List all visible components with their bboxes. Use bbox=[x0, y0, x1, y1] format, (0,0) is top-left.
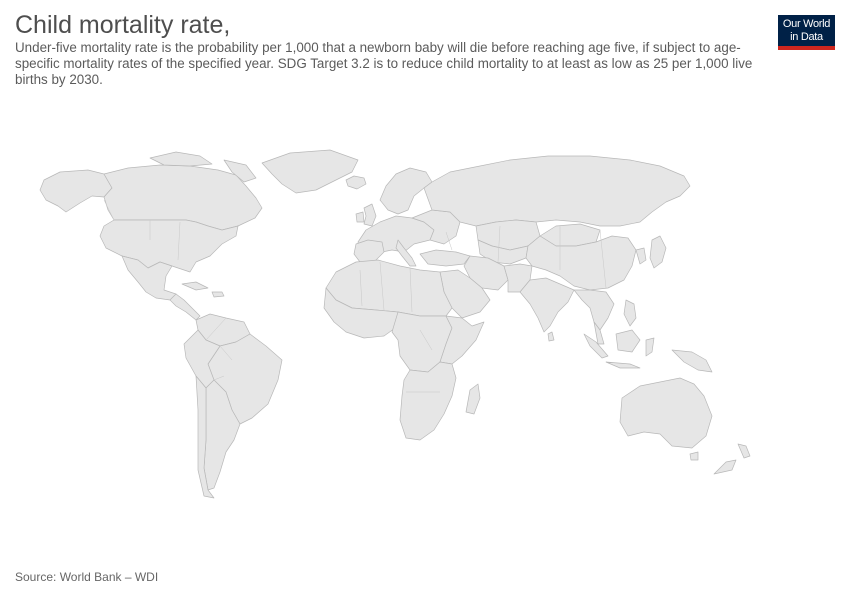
country-tasmania[interactable] bbox=[689, 451, 699, 461]
country-spain-portugal[interactable] bbox=[353, 239, 385, 263]
owid-logo[interactable]: Our World in Data bbox=[778, 15, 835, 50]
central-america[interactable] bbox=[169, 293, 201, 321]
canadian-arctic-islands[interactable] bbox=[149, 151, 213, 167]
country-new-zealand[interactable] bbox=[713, 443, 751, 475]
logo-line-2: in Data bbox=[790, 31, 823, 43]
country-iran[interactable] bbox=[463, 255, 509, 291]
country-australia[interactable] bbox=[619, 377, 713, 449]
country-indonesia-borneo[interactable] bbox=[615, 329, 641, 353]
baffin-island[interactable] bbox=[223, 159, 257, 183]
scandinavia[interactable] bbox=[379, 167, 433, 215]
border-lines-americas bbox=[103, 199, 233, 381]
country-indonesia-sumatra[interactable] bbox=[583, 333, 609, 359]
country-ireland[interactable] bbox=[355, 211, 365, 223]
logo-accent-bar bbox=[778, 46, 835, 50]
country-mexico[interactable] bbox=[121, 255, 177, 301]
southern-africa[interactable] bbox=[399, 361, 457, 441]
country-malaysia-peninsula[interactable] bbox=[593, 321, 605, 345]
country-papua-new-guinea[interactable] bbox=[671, 349, 713, 373]
country-greenland[interactable] bbox=[261, 149, 359, 194]
country-indonesia-sulawesi[interactable] bbox=[645, 337, 655, 357]
border-lines-africa bbox=[359, 261, 440, 393]
country-madagascar[interactable] bbox=[465, 383, 481, 415]
country-indonesia-java[interactable] bbox=[605, 361, 641, 369]
southeast-asia-mainland[interactable] bbox=[573, 289, 615, 331]
country-italy[interactable] bbox=[395, 239, 417, 267]
country-japan[interactable] bbox=[649, 235, 667, 269]
source-note: Source: World Bank – WDI bbox=[15, 570, 159, 584]
country-korea[interactable] bbox=[635, 247, 647, 265]
chart-subtitle: Under-five mortality rate is the probabi… bbox=[15, 40, 753, 87]
country-iceland[interactable] bbox=[345, 175, 367, 190]
border-lines-eurasia bbox=[445, 225, 607, 289]
east-africa[interactable] bbox=[439, 315, 485, 365]
country-united-kingdom[interactable] bbox=[363, 203, 377, 227]
country-india[interactable] bbox=[519, 277, 575, 333]
west-africa[interactable] bbox=[323, 287, 399, 339]
chart-title: Child mortality rate, bbox=[15, 11, 231, 39]
country-china[interactable] bbox=[525, 235, 637, 291]
country-sri-lanka[interactable] bbox=[547, 331, 555, 342]
logo-line-1: Our World bbox=[782, 18, 831, 30]
country-alaska[interactable] bbox=[39, 169, 113, 213]
caribbean-islands[interactable] bbox=[211, 291, 225, 298]
country-cuba[interactable] bbox=[181, 281, 209, 291]
country-russia[interactable] bbox=[423, 155, 691, 227]
country-philippines[interactable] bbox=[623, 299, 637, 327]
country-turkey[interactable] bbox=[419, 249, 471, 267]
country-chile[interactable] bbox=[195, 375, 215, 499]
